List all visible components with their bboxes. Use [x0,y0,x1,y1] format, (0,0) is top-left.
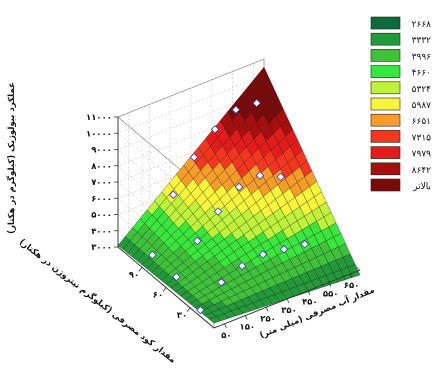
z-tick-label: ۶۰۰۰ [91,194,112,204]
z-tick-label: ۷۰۰۰ [91,178,112,188]
data-point [258,250,268,259]
y-tick-label: ۹۰ [129,270,139,280]
legend-label: ۳۹۹۶ [412,52,432,62]
data-point [279,245,289,254]
legend-label: ۷۳۱۵ [412,133,432,143]
y-tick-label: ۶۰ [153,291,163,301]
legend-swatch [370,81,401,95]
data-point [210,125,220,134]
legend-swatch [370,162,401,176]
observed-points [148,98,309,315]
legend-swatch [370,146,401,159]
data-point [231,105,241,114]
z-axis-label: عملکرد بیولوژیک (کیلوگرم در هکتار) [6,82,17,234]
data-point [252,98,261,108]
z-tick-label: ۹۰۰۰ [91,146,112,156]
z-axis-ticks: ۳۰۰۰ ۴۰۰۰ ۵۰۰۰ ۶۰۰۰ ۷۰۰۰ ۸۰۰۰ ۹۰۰۰ ۱۰۰۰۰ ۱۱۰۰۰ [86,113,118,253]
z-tick-label: ۱۱۰۰۰ [86,113,112,123]
z-tick-label: ۸۰۰۰ [91,162,112,172]
legend-label: بالاتر [412,182,431,192]
z-tick-label: ۱۰۰۰۰ [86,129,112,139]
z-tick-label: ۳۰۰۰ [91,243,112,253]
legend-swatch [370,130,401,143]
data-point [213,207,223,216]
x-axis-ticks: ۵۰ ۱۵۰ ۲۵۰ ۳۵۰ ۴۵۰ ۵۵۰ ۶۵۰ [221,273,360,341]
legend-label: ۳۳۳۲ [412,36,432,46]
x-tick-mark [286,298,290,304]
x-tick-mark [307,290,311,295]
z-tick-label: ۵۰۰۰ [91,211,112,221]
legend: ۲۶۶۸ ۳۳۳۲ ۳۹۹۶ ۴۶۶۰ ۵۳۲۴ ۵۹۸۷ ۶۶۵۱ ۷۳۱۵ ۷۹۷۹ ۸۶۴۲… [370,16,432,192]
data-point [234,182,244,192]
data-point [276,172,285,182]
x-tick-mark [244,315,248,320]
y-tick-mark [186,307,191,312]
legend-swatch [370,16,401,30]
z-tick-label: ۴۰۰۰ [91,227,112,237]
y-tick-mark [162,287,167,292]
legend-swatch [370,113,401,127]
legend-swatch [370,65,401,78]
x-tick-mark [224,323,227,329]
x-tick-label: ۴۵۰ [302,298,318,308]
data-point [169,190,178,199]
data-point [189,152,199,162]
y-tick-label: ۳۰ [177,311,187,321]
x-tick-mark [349,273,352,279]
x-tick-mark [328,282,332,287]
legend-label: ۵۹۸۷ [412,101,432,111]
data-point [196,305,205,315]
data-point [237,261,247,271]
legend-swatch [370,32,401,46]
data-point [172,272,181,282]
data-point [148,250,157,260]
data-point [217,278,226,287]
data-point [193,236,202,246]
data-point [300,240,309,249]
legend-label: ۲۶۶۸ [412,20,432,30]
x-tick-label: ۵۵۰ [323,289,339,299]
x-tick-mark [265,307,269,312]
legend-swatch [370,178,401,192]
x-tick-label: ۶۵۰ [344,281,360,291]
legend-label: ۸۶۴۲ [412,166,432,176]
legend-label: ۵۳۲۴ [412,85,432,95]
response-surface [117,66,361,324]
y-axis-ticks: ۳۰ ۶۰ ۹۰ [129,267,191,321]
data-point [255,171,265,180]
x-tick-label: ۵۰ [221,331,231,341]
x-tick-label: ۲۵۰ [260,314,276,324]
legend-label: ۷۹۷۹ [412,150,432,160]
legend-label: ۶۶۵۱ [412,117,431,127]
legend-swatch [370,49,401,62]
legend-label: ۴۶۶۰ [412,69,431,79]
x-tick-label: ۳۵۰ [281,306,297,316]
y-tick-mark [138,267,143,272]
x-tick-label: ۱۵۰ [240,323,256,333]
legend-swatch [370,97,401,111]
surface-cell [347,264,361,278]
